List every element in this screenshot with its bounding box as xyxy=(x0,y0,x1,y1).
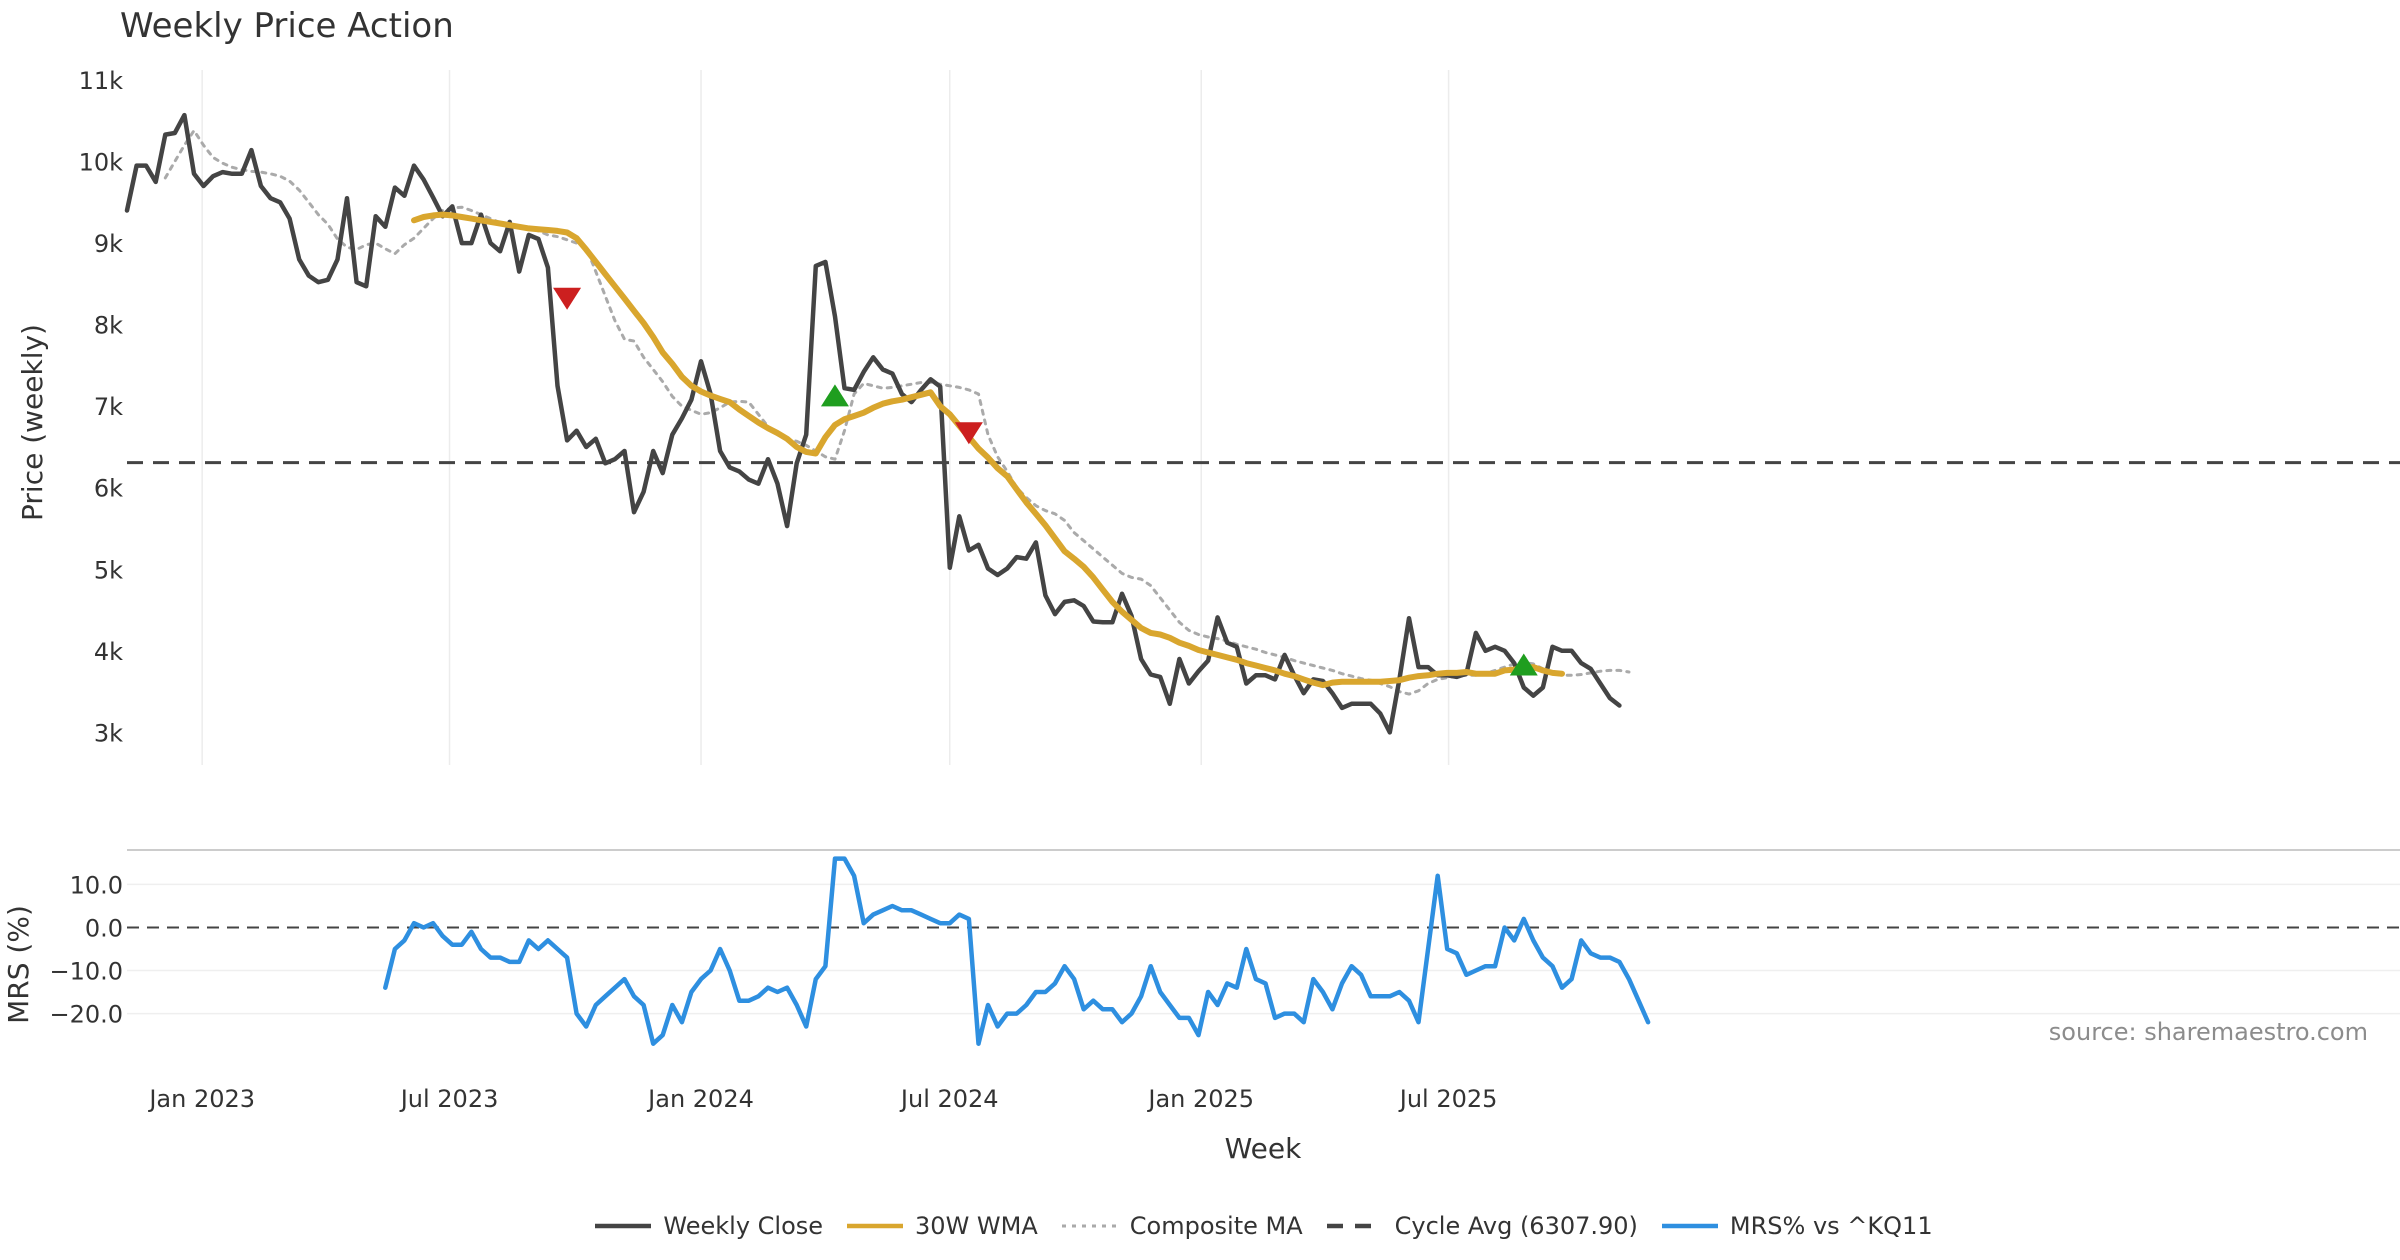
price-y-tick-label: 7k xyxy=(94,393,123,421)
composite-ma-line xyxy=(163,129,1631,696)
legend-swatch xyxy=(1061,1224,1118,1228)
legend-label: Composite MA xyxy=(1129,1212,1303,1240)
legend-item: Weekly Close xyxy=(593,1212,823,1240)
x-tick-label: Jan 2024 xyxy=(646,1085,754,1113)
legend-label: 30W WMA xyxy=(915,1212,1038,1240)
x-tick-label: Jan 2025 xyxy=(1146,1085,1254,1113)
price-y-tick-label: 8k xyxy=(94,312,123,340)
x-axis-title: Week xyxy=(1224,1132,1302,1165)
mrs-y-tick-label: 10.0 xyxy=(70,871,123,899)
reference-lines xyxy=(127,461,2400,929)
x-tick-label: Jul 2023 xyxy=(399,1085,499,1113)
x-tick-label: Jul 2024 xyxy=(899,1085,999,1113)
sell-signal-marker xyxy=(954,422,983,445)
mrs-y-tick-label: 0.0 xyxy=(85,914,123,942)
legend-item: 30W WMA xyxy=(845,1212,1038,1240)
price-y-tick-label: 10k xyxy=(79,149,124,177)
buy-signal-marker xyxy=(1509,653,1538,676)
wma-30w-line xyxy=(411,211,1565,689)
source-credit: source: sharemaestro.com xyxy=(2048,1018,2368,1046)
price-y-tick-label: 9k xyxy=(94,230,123,258)
price-y-tick-label: 4k xyxy=(94,638,123,666)
chart-title: Weekly Price Action xyxy=(120,6,454,46)
mrs-line xyxy=(383,856,1651,1046)
legend-item: Composite MA xyxy=(1060,1212,1303,1240)
price-y-tick-label: 3k xyxy=(94,719,123,747)
price-y-tick-label: 6k xyxy=(94,475,123,503)
grid-layer xyxy=(127,70,2400,1015)
legend-swatch xyxy=(595,1223,652,1229)
sell-signal-marker xyxy=(553,287,582,310)
legend-label: MRS% vs ^KQ11 xyxy=(1729,1212,1933,1240)
x-tick-label: Jul 2025 xyxy=(1398,1085,1498,1113)
buy-signal-marker xyxy=(820,384,849,407)
legend-label: Cycle Avg (6307.90) xyxy=(1394,1212,1638,1240)
chart-legend: Weekly Close 30W WMA Composite MA Cycle Avg… xyxy=(0,1212,2400,1240)
x-tick-label: Jan 2023 xyxy=(147,1085,255,1113)
legend-item: Cycle Avg (6307.90) xyxy=(1325,1212,1638,1240)
series-layer xyxy=(124,112,1651,1046)
mrs-y-tick-label: −10.0 xyxy=(49,958,123,986)
legend-swatch xyxy=(1326,1223,1383,1229)
weekly-close-line xyxy=(124,112,1622,735)
signal-markers xyxy=(553,287,1538,676)
mrs-y-tick-label: −20.0 xyxy=(49,1001,123,1029)
legend-swatch xyxy=(847,1223,904,1229)
price-y-tick-label: 5k xyxy=(94,556,123,584)
price-y-tick-label: 11k xyxy=(79,67,124,95)
axis-labels: Jan 2023 Jul 2023 Jan 2024 Jul 2024 Jan 2025… xyxy=(49,67,1497,1113)
legend-swatch xyxy=(1661,1223,1718,1229)
legend-label: Weekly Close xyxy=(663,1212,824,1240)
mrs-y-axis-title: MRS (%) xyxy=(1,904,35,1024)
price-y-axis-title: Price (weekly) xyxy=(15,324,49,521)
legend-item: MRS% vs ^KQ11 xyxy=(1660,1212,1933,1240)
